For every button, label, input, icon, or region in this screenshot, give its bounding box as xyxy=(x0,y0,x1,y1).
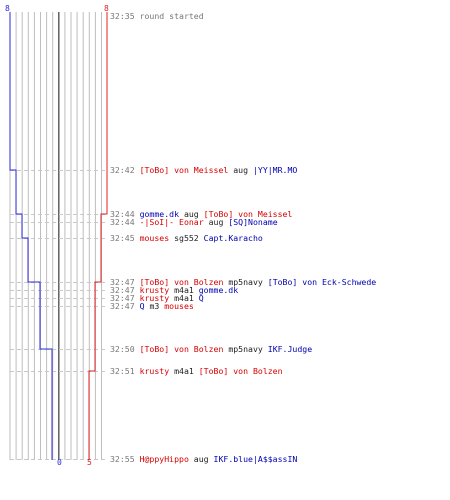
team-a-end-count: 0 xyxy=(57,458,62,467)
event-action: aug xyxy=(179,209,204,219)
event-row: 32:42 [ToBo] von Meissel aug |YY|MR.MO xyxy=(110,166,297,175)
player-name: [ToBo] von Bolzen xyxy=(139,344,224,354)
event-time: 32:47 xyxy=(110,285,140,295)
event-time: 32:47 xyxy=(110,301,140,311)
event-time: 32:55 xyxy=(110,454,140,464)
event-action: sg552 xyxy=(169,233,204,243)
player-name: [ToBo] von Meissel xyxy=(139,165,229,175)
player-name: [ToBo] von Bolzen xyxy=(139,277,224,287)
player-name: IKF.Judge xyxy=(267,344,313,354)
player-name: gomme.dk xyxy=(198,285,239,295)
event-time: 32:47 xyxy=(110,293,140,303)
event-time: 32:50 xyxy=(110,344,140,354)
event-action: mp5navy xyxy=(223,277,268,287)
team-b-alive-line xyxy=(88,12,108,460)
player-name: mouses xyxy=(139,233,170,243)
event-action: m4a1 xyxy=(169,293,199,303)
player-name: [ToBo] von Eck-Schwede xyxy=(267,277,377,287)
event-action: round started xyxy=(139,11,204,21)
player-name: Q xyxy=(198,293,204,303)
team-a-start-count: 8 xyxy=(5,4,10,13)
event-action: m4a1 xyxy=(169,285,199,295)
event-row: 32:47 [ToBo] von Bolzen mp5navy [ToBo] v… xyxy=(110,278,376,287)
event-row: 32:47 krusty m4a1 Q xyxy=(110,294,204,303)
team-a-alive-line xyxy=(9,12,53,460)
player-name: H@ppyHippo xyxy=(139,454,189,464)
team-b-end-count: 5 xyxy=(87,458,92,467)
event-row: 32:51 krusty m4a1 [ToBo] von Bolzen xyxy=(110,367,283,376)
player-name: [ToBo] von Meissel xyxy=(203,209,293,219)
event-time: 32:47 xyxy=(110,277,140,287)
player-name: Capt.Karacho xyxy=(203,233,263,243)
event-time: 32:44 xyxy=(110,209,140,219)
player-name: krusty xyxy=(139,293,170,303)
player-name: |YY|MR.MO xyxy=(252,165,298,175)
player-name: [ToBo] von Bolzen xyxy=(198,366,283,376)
event-time: 32:42 xyxy=(110,165,140,175)
event-action: m4a1 xyxy=(169,366,199,376)
event-row: 32:44 gomme.dk aug [ToBo] von Meissel xyxy=(110,210,292,219)
team-b-start-count: 8 xyxy=(104,4,109,13)
event-row: 32:47 Q m3 mouses xyxy=(110,302,194,311)
event-action: m3 xyxy=(144,301,165,311)
event-action: aug xyxy=(228,165,253,175)
player-name: krusty xyxy=(139,285,170,295)
event-row: 32:44 -|SoI|- Eonar aug [SQ]Noname xyxy=(110,218,278,227)
event-row: 32:55 H@ppyHippo aug IKF.blue|A$$assIN xyxy=(110,455,297,464)
player-name: gomme.dk xyxy=(139,209,180,219)
event-row: 32:47 krusty m4a1 gomme.dk xyxy=(110,286,238,295)
player-name: [SQ]Noname xyxy=(228,217,278,227)
player-grid xyxy=(9,12,102,460)
player-name: -|SoI|- Eonar xyxy=(139,217,204,227)
event-action: aug xyxy=(188,454,214,464)
event-time: 32:35 xyxy=(110,11,140,21)
event-row: 32:50 [ToBo] von Bolzen mp5navy IKF.Judg… xyxy=(110,345,312,354)
event-action: aug xyxy=(203,217,229,227)
player-name: mouses xyxy=(164,301,194,311)
event-row: 32:45 mouses sg552 Capt.Karacho xyxy=(110,234,263,243)
event-time: 32:44 xyxy=(110,217,140,227)
player-name: Q xyxy=(139,301,145,311)
event-time: 32:45 xyxy=(110,233,140,243)
event-action: mp5navy xyxy=(223,344,268,354)
event-time: 32:51 xyxy=(110,366,140,376)
player-name: krusty xyxy=(139,366,170,376)
player-name: IKF.blue|A$$assIN xyxy=(213,454,298,464)
event-row: 32:35 round started xyxy=(110,12,204,21)
